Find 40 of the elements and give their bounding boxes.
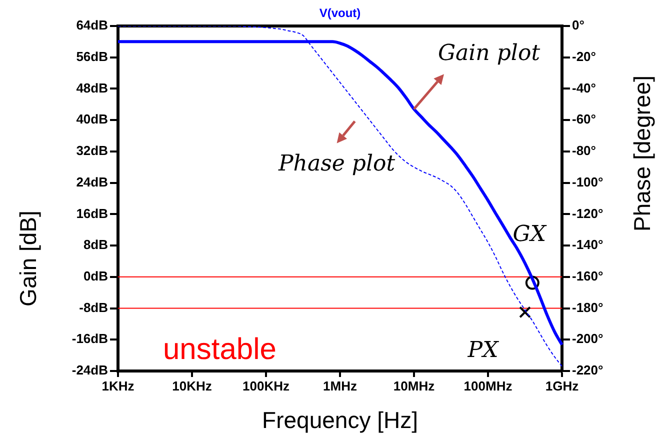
y-tick-label: -16dB <box>72 331 108 346</box>
y-tick-label: 0dB <box>83 268 108 284</box>
y-tick-label: 24dB <box>76 174 108 190</box>
y-tick-label: 16dB <box>76 206 108 221</box>
annotation: GX <box>512 222 548 247</box>
annotation: unstable <box>163 333 276 366</box>
x-axis-title: Frequency [Hz] <box>262 407 418 433</box>
text: Gain plot <box>438 41 540 66</box>
y-tick-label: 48dB <box>76 80 108 96</box>
series-label: Phase plot <box>277 151 396 176</box>
y2-tick-label: -160° <box>572 268 604 284</box>
x-tick-label: 1GHz <box>545 378 580 394</box>
annotation: PX <box>466 338 500 364</box>
x-tick-label: 1MHz <box>323 378 358 394</box>
chart-title: V(vout) <box>319 6 361 20</box>
y2-tick-label: -140° <box>572 237 604 252</box>
y-tick-label: 64dB <box>76 18 108 33</box>
y2-tick-label: 0° <box>572 18 584 33</box>
y-tick-label: 32dB <box>76 143 108 158</box>
x-tick-label: 1KHz <box>102 378 135 394</box>
x-tick-label: 10KHz <box>172 378 212 394</box>
y2-tick-label: -20° <box>572 48 596 64</box>
y2-tick-label: -180° <box>572 300 604 315</box>
x-tick-label: 100KHz <box>242 378 290 394</box>
y2-axis-title: Phase [degree] <box>629 75 655 232</box>
y2-tick-label: -60° <box>572 112 596 127</box>
y-tick-label: -24dB <box>72 362 108 378</box>
y-axis-title: Gain [dB] <box>15 210 41 306</box>
y2-tick-label: -100° <box>572 174 604 190</box>
y2-tick-label: -220° <box>572 362 604 378</box>
y-tick-label: 40dB <box>76 112 108 127</box>
y2-tick-label: -200° <box>572 331 604 346</box>
y2-tick-label: -40° <box>572 80 596 96</box>
y-tick-label: 8dB <box>83 237 108 252</box>
x-tick-label: 100MHz <box>464 378 513 394</box>
y-tick-label: 56dB <box>76 48 108 64</box>
x-tick-label: 10MHz <box>393 378 436 394</box>
y2-tick-label: -80° <box>572 143 596 158</box>
y-tick-label: -8dB <box>79 300 108 315</box>
y2-tick-label: -120° <box>572 206 604 221</box>
